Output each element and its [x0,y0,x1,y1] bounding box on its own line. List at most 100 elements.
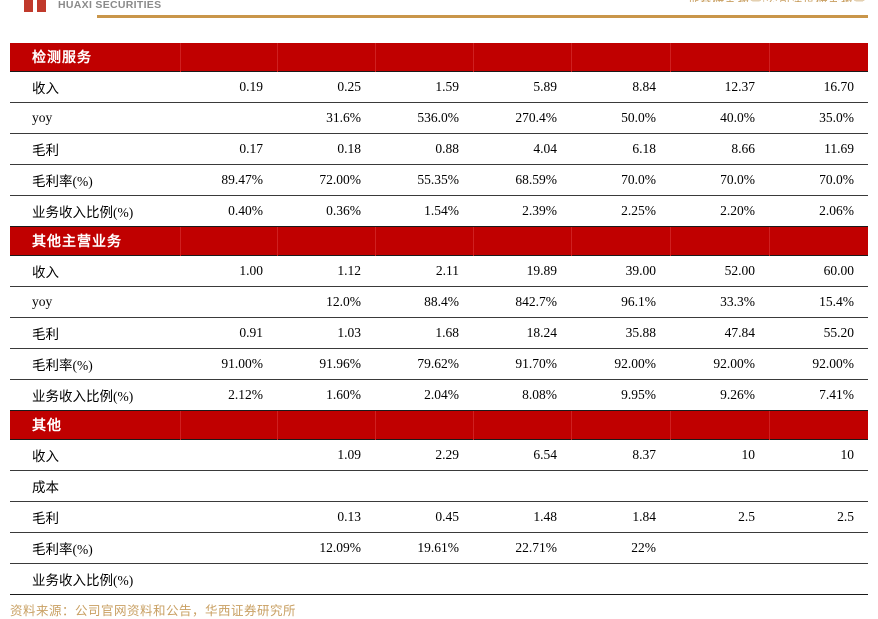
table-cell [670,563,769,595]
table-row: yoy 12.0% 88.4% 842.7% 96.1% 33.3% 15.4% [10,286,868,318]
section-title: 检测服务 [10,43,181,72]
row-label: 毛利 [10,133,180,165]
table-cell: 1.00 [180,255,277,287]
section-header-cell [473,226,572,256]
section-header-cell [180,410,278,440]
section-header-cell [375,43,474,72]
table-row: 毛利 0.13 0.45 1.48 1.84 2.5 2.5 [10,501,868,533]
table-cell: 8.84 [571,71,670,103]
section-header-cell [769,410,868,440]
table-cell [277,470,375,502]
table-cell: 842.7% [473,286,571,318]
table-cell [670,532,769,564]
table-cell: 1.48 [473,501,571,533]
table-row: 毛利率(%) 91.00% 91.96% 79.62% 91.70% 92.00% 92.0… [10,348,868,380]
section-header-cell [670,43,770,72]
section-header-row: 其他主营业务 [10,226,868,256]
row-label: 业务收入比例(%) [10,379,180,411]
table-row: 毛利率(%) 89.47% 72.00% 55.35% 68.59% 70.0% 70.0%… [10,164,868,196]
table-cell [277,563,375,595]
table-row: 成本 [10,470,868,502]
table-cell: 2.39% [473,195,571,227]
table-cell: 0.18 [277,133,375,165]
table-cell: 55.20 [769,317,868,349]
financial-table-container: 检测服务 收入 0.19 0.25 1.59 5.89 8.84 12.37 16.70 yoy 3… [10,43,868,595]
row-label: 毛利 [10,317,180,349]
table-cell [670,470,769,502]
table-cell: 10 [670,439,769,471]
section-title: 其他 [10,410,181,440]
row-label: 成本 [10,470,180,502]
table-cell: 12.0% [277,286,375,318]
table-cell: 12.09% [277,532,375,564]
section-header-cell [670,226,770,256]
table-cell [769,532,868,564]
table-cell: 9.95% [571,379,670,411]
table-cell: 39.00 [571,255,670,287]
table-cell: 79.62% [375,348,473,380]
row-label: 业务收入比例(%) [10,563,180,595]
section-header-row: 检测服务 [10,43,868,72]
section-header-cell [571,43,671,72]
table-cell [180,470,277,502]
table-cell: 0.13 [277,501,375,533]
table-cell: 91.00% [180,348,277,380]
table-cell: 0.25 [277,71,375,103]
table-cell: 8.66 [670,133,769,165]
table-row: 毛利 0.17 0.18 0.88 4.04 6.18 8.66 11.69 [10,133,868,165]
table-cell: 91.70% [473,348,571,380]
section-header-cell [769,226,868,256]
table-cell: 55.35% [375,164,473,196]
section-header-cell [670,410,770,440]
table-row: 毛利率(%) 12.09% 19.61% 22.71% 22% [10,532,868,564]
table-cell: 0.36% [277,195,375,227]
table-cell: 6.54 [473,439,571,471]
table-cell: 40.0% [670,102,769,134]
table-cell: 92.00% [769,348,868,380]
table-cell: 96.1% [571,286,670,318]
row-label: yoy [10,286,180,318]
row-label: 毛利率(%) [10,532,180,564]
row-label: 业务收入比例(%) [10,195,180,227]
table-row: 收入 0.19 0.25 1.59 5.89 8.84 12.37 16.70 [10,71,868,103]
table-cell: 11.69 [769,133,868,165]
table-cell: 31.6% [277,102,375,134]
section-header-cell [180,226,278,256]
table-cell: 12.37 [670,71,769,103]
table-cell: 70.0% [769,164,868,196]
table-cell: 5.89 [473,71,571,103]
table-cell: 16.70 [769,71,868,103]
table-cell: 8.37 [571,439,670,471]
table-cell: 89.47% [180,164,277,196]
table-cell: 1.60% [277,379,375,411]
table-cell: 9.26% [670,379,769,411]
table-cell: 70.0% [670,164,769,196]
table-cell: 2.06% [769,195,868,227]
table-cell: 10 [769,439,868,471]
page-header: HUAXI SECURITIES 证券研究报告|公司深度研究报告 [0,0,878,30]
section-header-cell [277,43,376,72]
table-cell: 47.84 [670,317,769,349]
report-type-label: 证券研究报告|公司深度研究报告 [688,0,866,2]
section-header-cell [473,410,572,440]
header-divider [97,15,868,18]
table-cell: 1.03 [277,317,375,349]
table-cell: 33.3% [670,286,769,318]
table-cell: 1.09 [277,439,375,471]
huaxi-logo-icon [24,0,46,12]
table-cell: 0.45 [375,501,473,533]
table-cell [180,286,277,318]
section-header-cell [277,410,376,440]
section-header-cell [571,226,671,256]
section-header-row: 其他 [10,410,868,440]
row-label: 毛利 [10,501,180,533]
table-cell: 0.17 [180,133,277,165]
table-cell: 1.84 [571,501,670,533]
table-cell [375,470,473,502]
table-row: 毛利 0.91 1.03 1.68 18.24 35.88 47.84 55.20 [10,317,868,349]
section-header-cell [571,410,671,440]
table-cell: 2.11 [375,255,473,287]
table-row: 收入 1.00 1.12 2.11 19.89 39.00 52.00 60.00 [10,255,868,287]
table-cell: 2.12% [180,379,277,411]
table-cell: 2.5 [670,501,769,533]
